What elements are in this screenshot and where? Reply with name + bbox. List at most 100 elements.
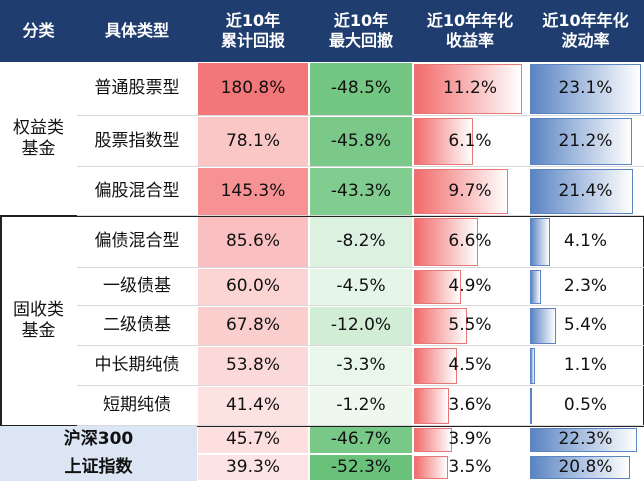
value-cell: -48.5% [330, 78, 392, 99]
value-cell: -52.3% [330, 456, 392, 477]
heat-cell [310, 117, 412, 166]
value-cell: 2.3% [563, 276, 608, 297]
cell-text: 权益类 [13, 117, 64, 138]
heat-cell [198, 427, 308, 453]
value-cell: -3.3% [336, 355, 386, 376]
index-name: 沪深300 [63, 429, 134, 450]
type-cell: 一级债基 [103, 276, 171, 297]
value-cell: 41.4% [225, 395, 280, 416]
data-bar [414, 218, 478, 266]
value-cell: 45.7% [225, 429, 280, 450]
cell-text: 收益率 [445, 31, 494, 50]
value-cell: 39.3% [225, 456, 280, 477]
data-bar [530, 218, 550, 266]
data-bar [530, 428, 638, 452]
value-cell: 3.6% [448, 395, 492, 416]
index-bg [0, 454, 197, 481]
heat-cell [198, 117, 308, 166]
value-cell: 9.7% [448, 180, 492, 201]
cell-text: 固收类 [13, 299, 64, 320]
heat-cell [198, 387, 308, 425]
cell-text: 基金 [21, 139, 56, 159]
group-label: 权益类 基金 [0, 62, 77, 216]
value-cell: 0.5% [563, 395, 608, 416]
data-bar [530, 118, 632, 165]
value-cell: 67.8% [225, 315, 280, 336]
value-cell: 1.1% [563, 355, 608, 376]
row-rule [77, 267, 644, 268]
side-rule [642, 216, 644, 426]
type-cell: 短期纯债 [103, 395, 171, 416]
heat-cell [310, 347, 412, 385]
value-cell: 11.2% [442, 78, 497, 99]
value-cell: 6.1% [448, 130, 492, 151]
data-bar [530, 308, 556, 344]
index-bg [0, 426, 197, 454]
data-bar [414, 388, 449, 424]
value-cell: -8.2% [336, 231, 386, 252]
data-bar [414, 169, 508, 214]
value-cell: 21.2% [558, 130, 613, 151]
heat-cell [310, 387, 412, 425]
row-rule [77, 425, 644, 426]
value-cell: 53.8% [225, 355, 280, 376]
cell-text: 波动率 [561, 31, 610, 50]
data-bar [530, 388, 533, 424]
cell-text: 分类 [22, 21, 55, 40]
heat-cell [198, 168, 308, 215]
row-rule [77, 166, 644, 167]
value-cell: 3.9% [448, 429, 492, 450]
value-cell: 4.5% [448, 355, 492, 376]
value-cell: 21.4% [558, 180, 613, 201]
value-cell: 4.9% [448, 276, 492, 297]
type-cell: 普通股票型 [94, 78, 180, 99]
value-cell: 5.4% [563, 315, 608, 336]
value-cell: 4.1% [563, 231, 608, 252]
type-cell: 偏股混合型 [94, 180, 180, 201]
value-cell: 145.3% [220, 180, 286, 201]
row-rule [77, 115, 644, 116]
value-cell: -4.5% [336, 276, 386, 297]
heat-cell [198, 307, 308, 345]
value-cell: 85.6% [225, 231, 280, 252]
row-rule [77, 385, 644, 386]
type-cell: 二级债基 [103, 315, 171, 336]
header-cell: 具体类型 [77, 0, 197, 62]
header-cell: 近10年年化 波动率 [527, 0, 644, 62]
index-name: 上证指数 [64, 456, 133, 477]
value-cell: -43.3% [330, 180, 392, 201]
data-bar [414, 270, 462, 304]
cell-text: 累计回报 [220, 31, 285, 50]
data-bar [414, 348, 458, 384]
cell-text: 最大回撤 [328, 31, 393, 50]
cell-text: 近10年 [225, 11, 281, 30]
data-bar [530, 348, 536, 384]
value-cell: -1.2% [336, 395, 386, 416]
header-cell: 分类 [0, 0, 77, 62]
type-cell: 偏债混合型 [94, 231, 180, 252]
cell-text: 近10年年化 [542, 11, 629, 30]
data-bar [530, 169, 633, 214]
type-cell: 中长期纯债 [94, 355, 180, 376]
heat-cell [310, 269, 412, 305]
value-cell: 6.6% [448, 231, 492, 252]
data-bar [414, 308, 468, 344]
header-cell: 近10年年化 收益率 [413, 0, 527, 62]
row-rule [77, 345, 644, 346]
group-label: 固收类 基金 [0, 216, 77, 426]
data-bar [414, 118, 473, 165]
heat-cell [198, 217, 308, 267]
cell-text: 具体类型 [104, 21, 169, 40]
value-cell: 5.5% [448, 315, 492, 336]
value-cell: -46.7% [330, 429, 392, 450]
cell-text: 近10年 [333, 11, 389, 30]
heat-cell [310, 455, 412, 480]
heat-cell [198, 455, 308, 480]
value-cell: 22.3% [558, 429, 613, 450]
value-cell: 78.1% [225, 130, 280, 151]
value-cell: 3.5% [448, 456, 492, 477]
data-bar [530, 270, 542, 304]
heat-cell [310, 307, 412, 345]
data-bar [530, 64, 641, 114]
row-rule [77, 305, 644, 306]
